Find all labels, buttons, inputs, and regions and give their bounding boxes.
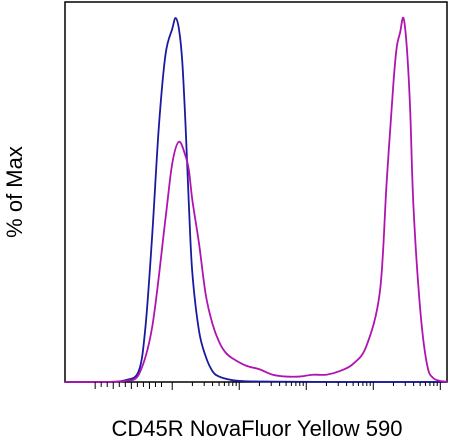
series-layer bbox=[65, 16, 448, 383]
series-line-1 bbox=[65, 17, 447, 383]
plot-frame bbox=[64, 1, 448, 383]
x-axis-ticks bbox=[94, 382, 441, 390]
y-axis-label: % of Max bbox=[2, 146, 27, 238]
series-line-2 bbox=[65, 16, 448, 383]
x-axis-label: CD45R NovaFluor Yellow 590 bbox=[111, 416, 402, 438]
